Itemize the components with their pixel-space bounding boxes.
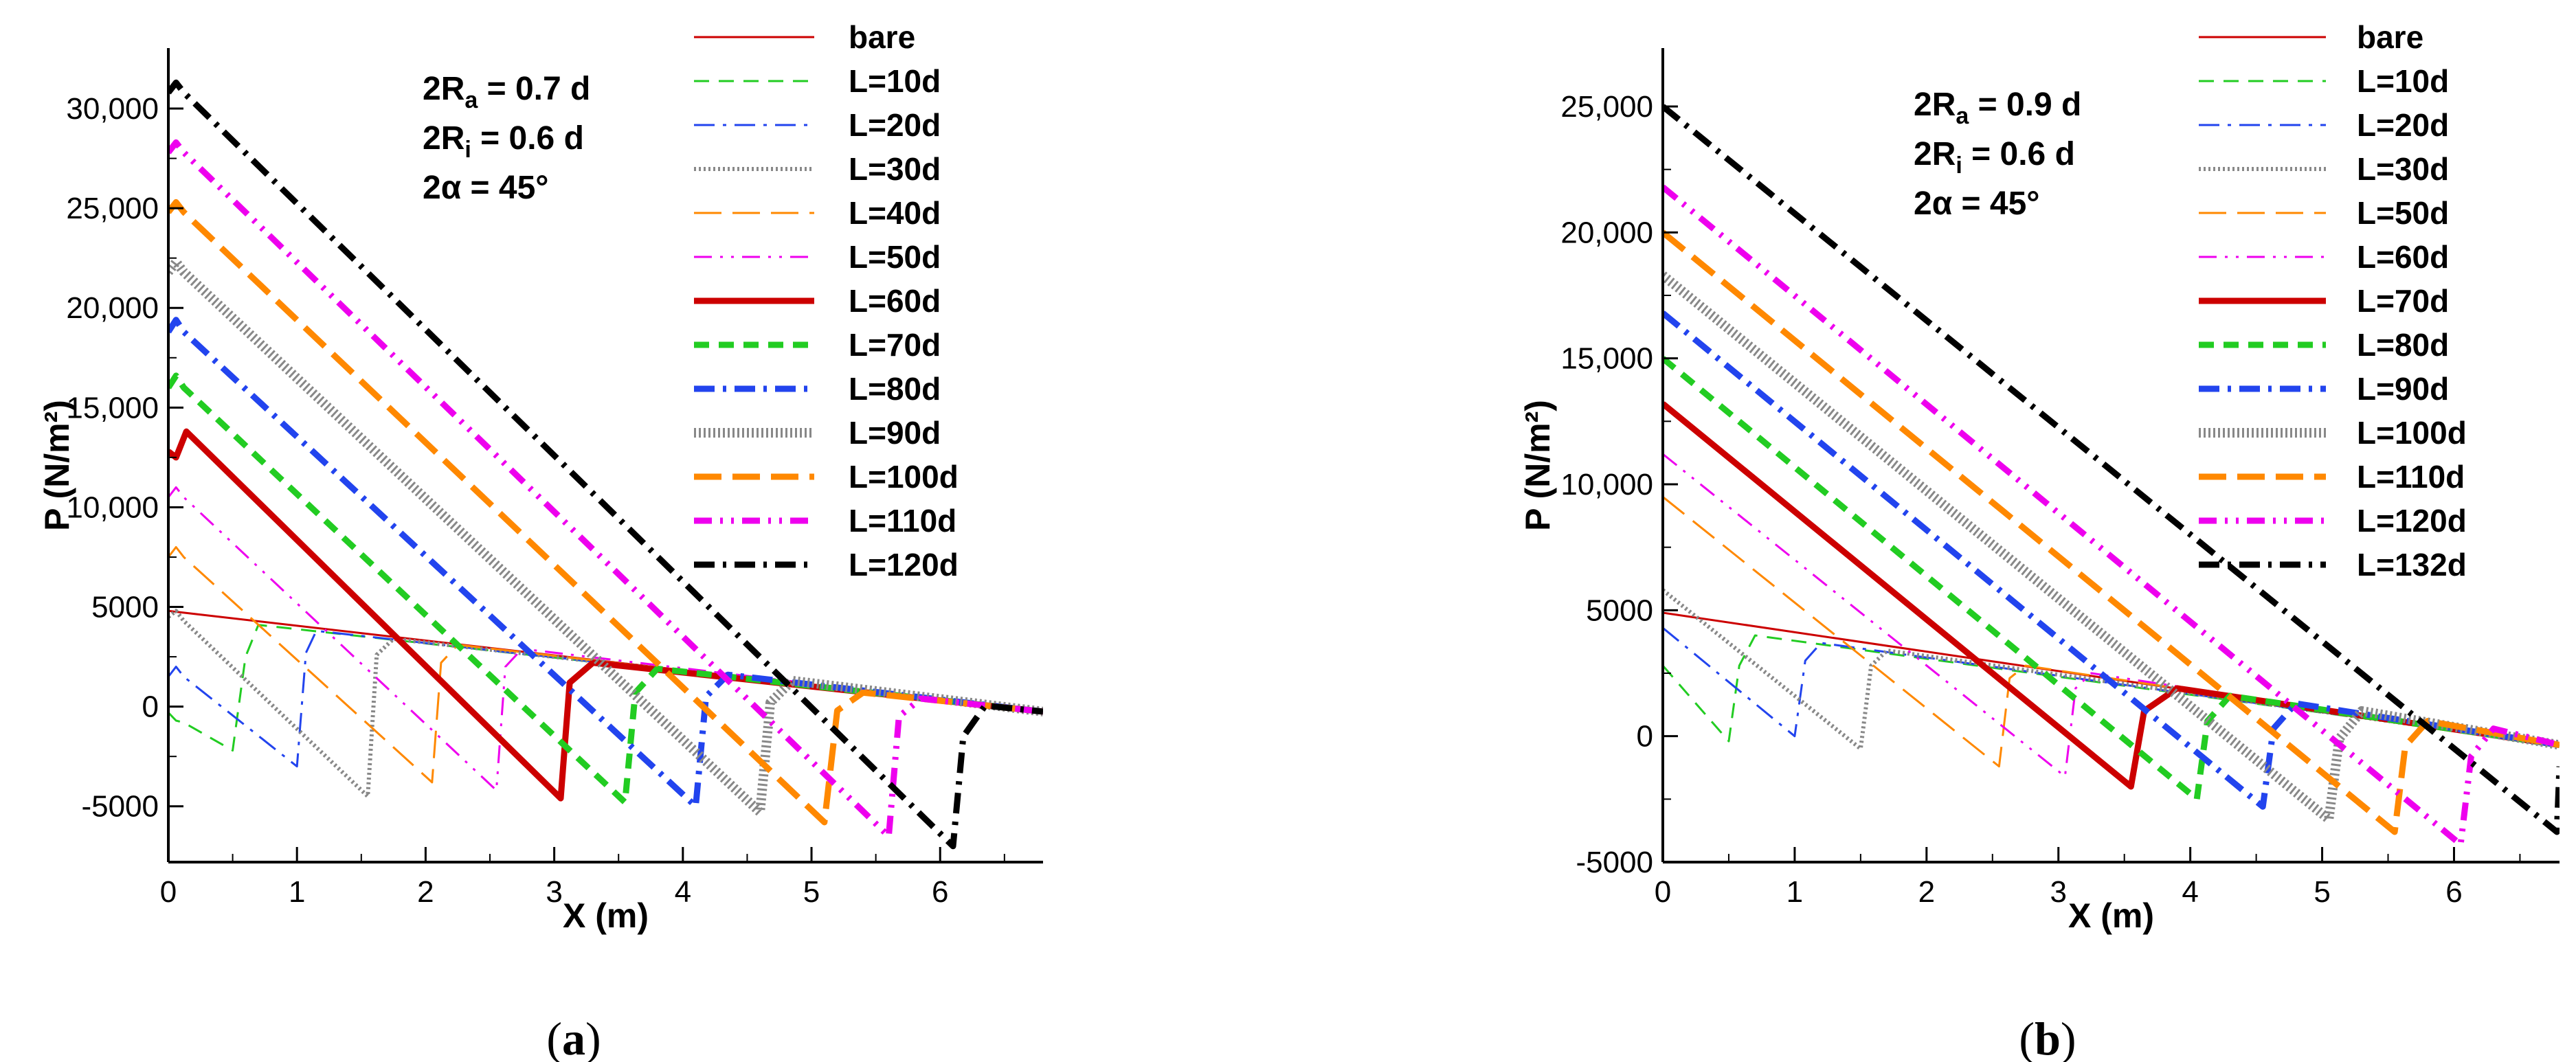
subfigure-label: (b) <box>2019 1013 2076 1062</box>
y-axis-label: P (N/m²) <box>38 400 76 531</box>
legend-label: bare <box>849 19 915 55</box>
y-tick-label: 30,000 <box>66 92 159 126</box>
legend-label: L=80d <box>2357 327 2449 363</box>
series-line-l-50d <box>168 486 1043 791</box>
series-line-l-20d <box>168 629 1043 768</box>
x-tick-label: 4 <box>675 875 691 909</box>
y-axis-label: P (N/m²) <box>1519 400 1557 531</box>
legend-label: L=20d <box>849 107 941 143</box>
annotation-text: 2Ra = 0.7 d <box>423 71 590 113</box>
legend-label: L=10d <box>849 63 941 99</box>
legend-label: L=60d <box>849 283 941 319</box>
legend: bare L=10d L=20d L=30d L=50d L=60d L=70d L=80d L… <box>2199 19 2467 583</box>
series-line-l-110d <box>168 139 1043 839</box>
legend-label: L=100d <box>2357 415 2467 451</box>
x-tick-label: 3 <box>2050 875 2066 909</box>
legend-label: L=120d <box>2357 503 2467 539</box>
y-tick-label: -5000 <box>1576 846 1653 879</box>
annotation-text: 2α = 45° <box>1914 185 2040 222</box>
y-tick-label: 15,000 <box>1560 342 1653 376</box>
x-tick-label: 3 <box>546 875 562 909</box>
legend-label: L=80d <box>849 371 941 407</box>
series-line-l-30d <box>168 609 1043 799</box>
x-tick-label: 1 <box>1787 875 1803 909</box>
x-tick-label: 6 <box>932 875 948 909</box>
chart-panel-b: 0 1 2 3 4 5 6-50000500010,00015,00020,00025,00… <box>1519 19 2560 1062</box>
series-line-l-100d <box>168 199 1043 826</box>
annotation-text: 2α = 45° <box>423 170 549 206</box>
legend-label: L=70d <box>849 327 941 363</box>
legend-label: L=120d <box>849 547 959 583</box>
x-tick-label: 0 <box>160 875 177 909</box>
legend-label: L=50d <box>849 239 941 275</box>
series-line-l-80d <box>168 317 1043 810</box>
legend-label: L=40d <box>849 195 941 231</box>
y-tick-label: 15,000 <box>66 391 159 425</box>
x-axis-label: X (m) <box>563 896 649 935</box>
legend-label: L=70d <box>2357 283 2449 319</box>
series-line-l-70d <box>168 372 1043 806</box>
legend-label: L=90d <box>2357 371 2449 407</box>
annotation-text: 2Ri = 0.6 d <box>423 120 584 163</box>
series-line-l-132d <box>1663 104 2560 835</box>
legend-label: L=110d <box>2357 459 2465 495</box>
legend-label: L=100d <box>849 459 959 495</box>
x-tick-label: 5 <box>803 875 820 909</box>
y-tick-label: 5000 <box>91 591 159 624</box>
x-tick-label: 0 <box>1655 875 1671 909</box>
series-line-l-20d <box>1663 626 2560 746</box>
x-tick-label: 5 <box>2314 875 2330 909</box>
x-tick-label: 2 <box>417 875 434 909</box>
legend-label: L=50d <box>2357 195 2449 231</box>
series-line-l-30d <box>1663 588 2560 751</box>
x-tick-label: 6 <box>2445 875 2462 909</box>
y-tick-label: 0 <box>1637 720 1653 754</box>
subfigure-label: (a) <box>546 1013 601 1062</box>
series-line-l-120d <box>168 79 1043 850</box>
chart-panel-a: 0 1 2 3 4 5 6 -5000 0 5000 10,000 15,000 20,000 25,00… <box>38 19 1043 1062</box>
series-group <box>1663 104 2560 848</box>
annotation-text: 2Ra = 0.9 d <box>1914 87 2081 129</box>
y-tick-label: 20,000 <box>66 291 159 325</box>
x-tick-label: 4 <box>2182 875 2198 909</box>
legend-label: L=60d <box>2357 239 2449 275</box>
legend-label: L=20d <box>2357 107 2449 143</box>
legend-label: bare <box>2357 19 2423 55</box>
y-tick-label: 25,000 <box>1560 90 1653 124</box>
legend-label: L=110d <box>849 503 956 539</box>
legend-label: L=30d <box>849 151 941 187</box>
legend-label: L=132d <box>2357 547 2467 583</box>
y-tick-label: -5000 <box>81 790 159 824</box>
x-tick-label: 1 <box>289 875 305 909</box>
y-tick-label: 10,000 <box>66 490 159 524</box>
y-tick-label: 10,000 <box>1560 468 1653 501</box>
y-tick-label: 20,000 <box>1560 216 1653 249</box>
legend: bare L=10d L=20d L=30d L=40d L=50d L=60d L=70d L… <box>694 19 959 583</box>
legend-label: L=30d <box>2357 151 2449 187</box>
series-line-l-110d <box>1663 229 2560 835</box>
legend-label: L=10d <box>2357 63 2449 99</box>
series-line-l-120d <box>1663 184 2560 848</box>
legend-label: L=90d <box>849 415 941 451</box>
y-tick-label: 0 <box>142 690 159 724</box>
x-axis-label: X (m) <box>2068 896 2154 935</box>
x-tick-label: 2 <box>1918 875 1935 909</box>
y-tick-label: 5000 <box>1586 594 1653 627</box>
y-tick-label: 25,000 <box>66 192 159 225</box>
annotation-text: 2Ri = 0.6 d <box>1914 136 2075 179</box>
